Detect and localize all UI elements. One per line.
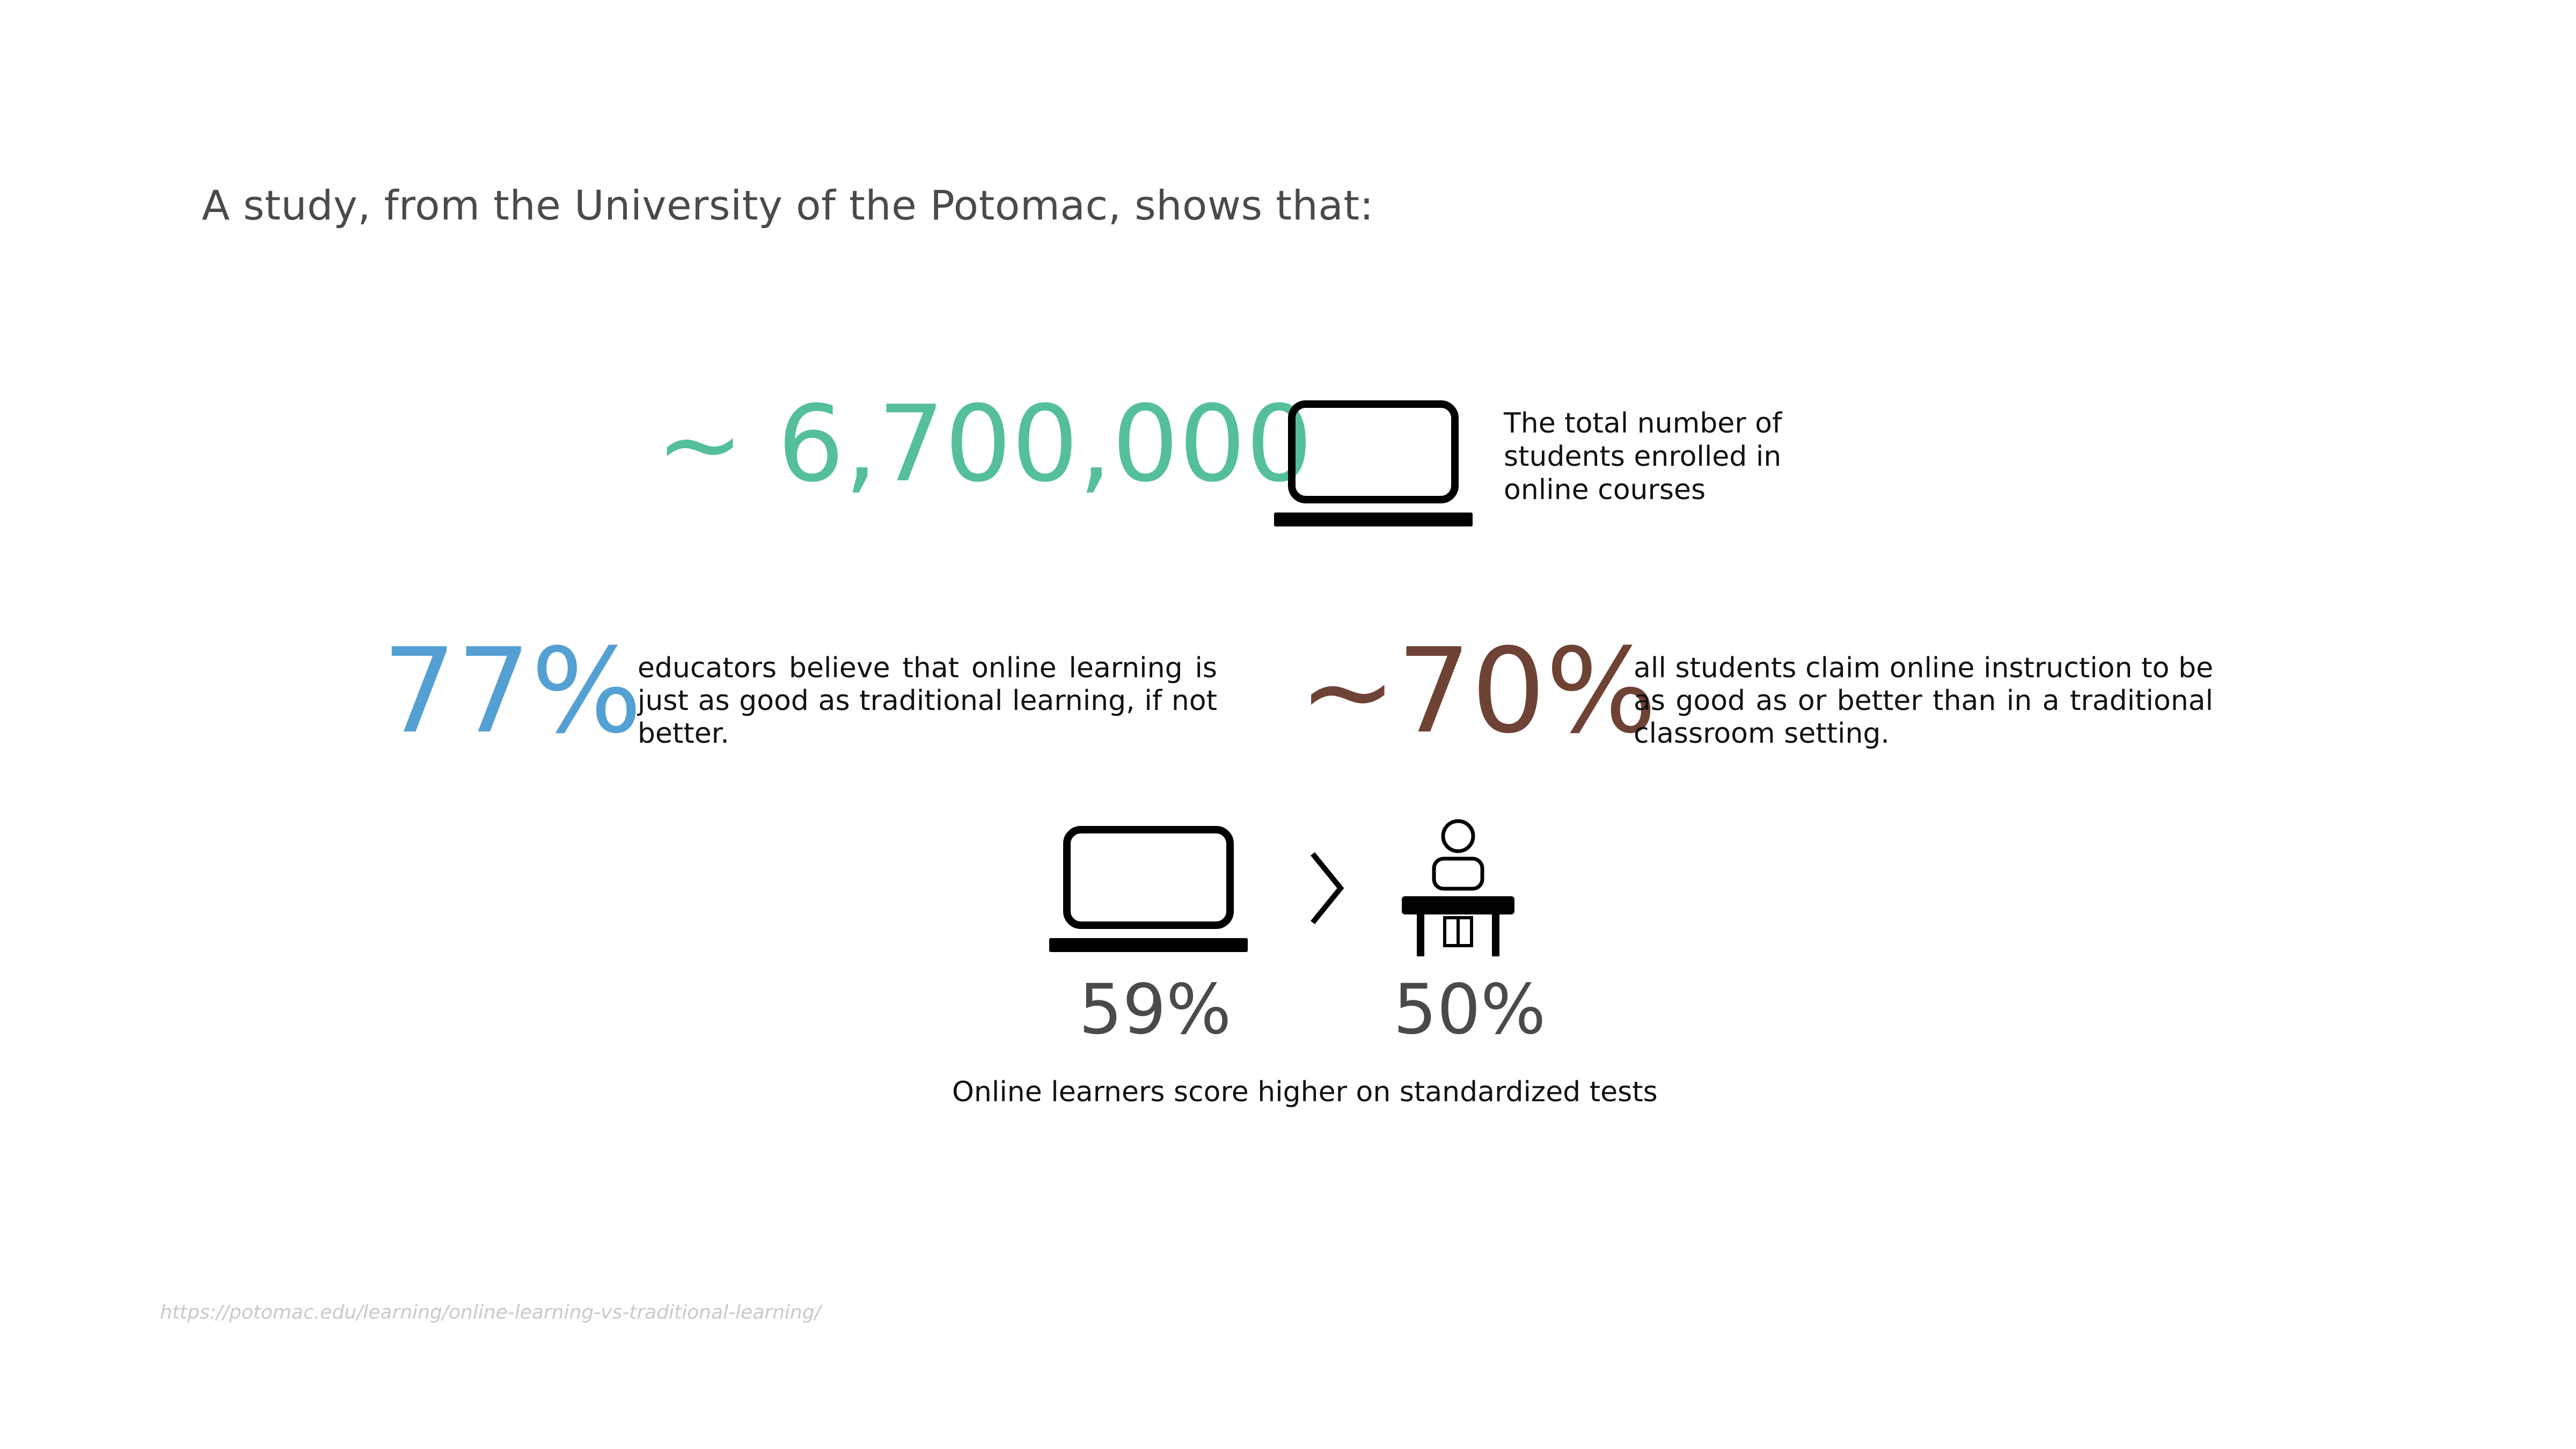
students-stat: ~70% <box>1299 624 1657 759</box>
greater-than-icon <box>1311 852 1344 925</box>
enrollment-description: The total number of students enrolled in… <box>1504 407 1782 506</box>
online-score: 59% <box>1079 970 1232 1050</box>
laptop-icon <box>1049 826 1248 952</box>
classroom-score: 50% <box>1393 970 1546 1050</box>
source-link[interactable]: https://potomac.edu/learning/online-lear… <box>160 1301 821 1323</box>
educators-description: educators believe that online learning i… <box>638 652 1217 750</box>
educators-stat: 77% <box>382 624 642 759</box>
laptop-icon <box>1274 400 1473 526</box>
comparison-caption: Online learners score higher on standard… <box>952 1076 1658 1108</box>
page-title: A study, from the University of the Poto… <box>202 181 1374 229</box>
enrollment-stat: ~ 6,700,000 <box>656 383 1313 506</box>
students-description: all students claim online instruction to… <box>1634 652 2213 750</box>
student-at-desk-icon <box>1402 819 1514 956</box>
